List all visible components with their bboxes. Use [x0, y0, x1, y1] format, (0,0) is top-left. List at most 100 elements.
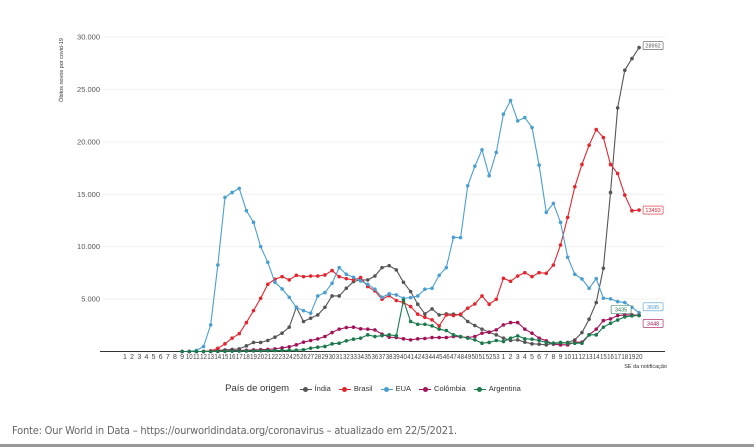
data-point [544, 340, 549, 345]
x-tick-label: 4 [523, 354, 527, 361]
data-point [623, 300, 627, 305]
legend-item-colômbia: Colômbia [419, 384, 466, 393]
data-point [251, 308, 256, 313]
data-point [323, 334, 327, 339]
data-point [330, 330, 334, 335]
data-point [515, 274, 520, 278]
data-point [373, 334, 377, 339]
data-point [465, 319, 470, 324]
data-point [608, 321, 613, 325]
data-point [315, 274, 320, 278]
data-point [430, 335, 434, 340]
x-tick-label: 18 [243, 354, 250, 361]
data-point [580, 277, 584, 281]
data-point [494, 333, 499, 337]
x-tick-label: 14 [214, 354, 221, 361]
data-point [394, 268, 399, 272]
data-point [308, 338, 313, 343]
data-point [430, 324, 434, 328]
x-tick-label: 35 [364, 354, 371, 361]
data-point [487, 340, 491, 345]
end-label-box [642, 302, 664, 312]
data-point [401, 337, 406, 341]
x-tick-label: 20 [636, 354, 643, 361]
legend-item-índia: Índia [299, 384, 331, 393]
data-point [480, 341, 484, 346]
y-axis-ticks: 5.000 10.000 15.000 20.000 25.000 30.000 [77, 33, 100, 304]
data-point [294, 348, 299, 352]
data-point [601, 135, 606, 140]
x-tick-label: 10 [564, 354, 571, 361]
x-tick-label: 16 [229, 354, 236, 361]
data-point [315, 313, 320, 317]
data-point [330, 268, 334, 273]
data-point [337, 265, 342, 270]
x-tick-label: 45 [436, 354, 443, 361]
data-point [266, 338, 270, 343]
x-tick-label: 6 [537, 354, 541, 361]
data-point [315, 337, 320, 341]
gridlines [102, 36, 665, 300]
end-label-value: 3435 [615, 307, 627, 313]
x-tick-label: 33 [350, 354, 357, 361]
data-point [587, 333, 591, 337]
x-tick-label: 7 [166, 354, 170, 361]
data-point [280, 348, 284, 353]
data-point [216, 263, 220, 267]
x-tick-label: 4 [144, 354, 148, 361]
data-point [608, 190, 613, 195]
data-point [601, 318, 606, 323]
data-point [244, 320, 249, 325]
data-point [258, 296, 263, 301]
data-point [565, 255, 570, 260]
data-point [351, 337, 356, 342]
data-point [615, 171, 620, 176]
y-tick-label: 20.000 [77, 137, 100, 146]
data-point [387, 292, 391, 296]
data-point [280, 287, 284, 291]
x-tick-label: 11 [571, 354, 578, 361]
data-point [594, 127, 599, 132]
data-point [380, 333, 384, 338]
data-point [508, 279, 513, 284]
x-axis-ticks: 1 2 3 4 5 6 7 8 9 10 11 12 13 14 15 16 17 18 19 20 21 22 23 24 2… [123, 354, 643, 361]
x-tick-label: 27 [307, 354, 314, 361]
data-point [273, 348, 277, 353]
data-point [358, 336, 363, 340]
x-tick-label: 39 [393, 354, 400, 361]
data-point [365, 282, 370, 287]
x-tick-label: 17 [236, 354, 243, 361]
data-point [208, 349, 213, 354]
x-tick-label: 21 [264, 354, 271, 361]
data-point [623, 193, 627, 197]
data-point [437, 327, 441, 331]
data-point [601, 266, 606, 271]
x-tick-label: 9 [559, 354, 563, 361]
data-point [530, 125, 534, 130]
legend-label: Índia [314, 384, 331, 393]
data-point [501, 323, 506, 327]
series-argentina [180, 297, 641, 354]
data-point [580, 162, 584, 167]
data-point [587, 317, 591, 322]
data-point [551, 341, 556, 346]
data-point [358, 327, 363, 331]
data-point [580, 341, 584, 346]
data-point [365, 278, 370, 282]
data-point [201, 349, 206, 354]
data-point [437, 273, 441, 278]
y-axis-label: Óbitos novos por covid-19 [58, 38, 65, 102]
legend-swatch [473, 385, 486, 393]
x-tick-label: 14 [593, 354, 600, 361]
y-tick-label: 5.000 [81, 295, 100, 304]
data-point [473, 164, 477, 168]
data-point [230, 190, 234, 195]
data-point [458, 235, 463, 240]
data-point [365, 327, 370, 331]
x-tick-label: 18 [621, 354, 628, 361]
data-point [415, 294, 420, 298]
x-tick-label: 8 [173, 354, 177, 361]
data-point [301, 348, 306, 352]
data-point [594, 333, 599, 337]
data-point [230, 349, 234, 353]
